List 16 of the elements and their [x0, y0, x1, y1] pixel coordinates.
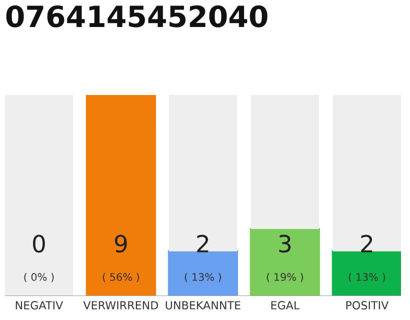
chart-title: 0764145452040: [6, 5, 268, 28]
data-label: 9: [114, 234, 127, 253]
annotation: ( 0% ): [24, 272, 54, 282]
data-label: 2: [197, 234, 208, 252]
x-tick-label: UNBEKANNTE: [166, 301, 240, 310]
annotation: ( 13% ): [184, 272, 222, 282]
data-label: 2: [361, 234, 372, 252]
data-label: 0: [32, 234, 45, 253]
annotation: ( 56% ): [102, 272, 140, 282]
x-tick-label: POSITIV: [346, 301, 389, 310]
data-label: 3: [279, 234, 291, 253]
x-tick-label: NEGATIV: [16, 301, 64, 310]
x-tick-label: VERWIRREND: [83, 301, 158, 310]
annotation: ( 13% ): [348, 272, 386, 282]
x-tick-label: EGAL: [271, 301, 300, 310]
annotation: ( 19% ): [266, 272, 304, 282]
